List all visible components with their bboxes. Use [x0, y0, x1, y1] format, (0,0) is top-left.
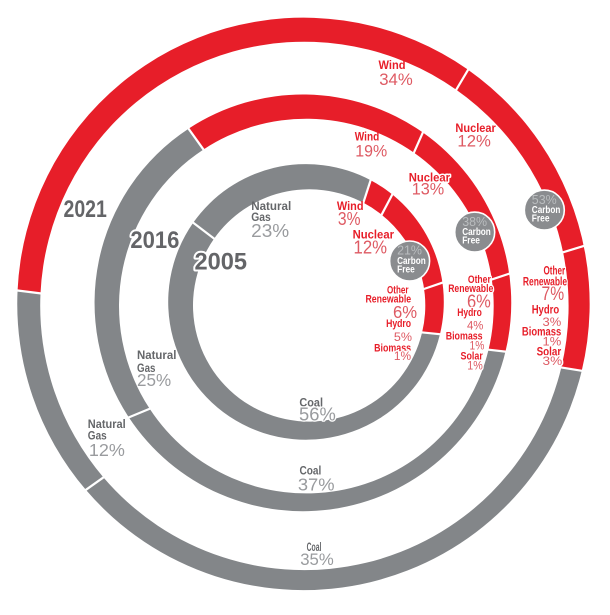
svg-text:19%: 19%: [355, 142, 387, 161]
svg-text:Hydro: Hydro: [386, 318, 411, 330]
svg-text:53%: 53%: [532, 192, 557, 207]
svg-text:6%: 6%: [467, 292, 491, 312]
svg-text:Hydro: Hydro: [532, 304, 560, 317]
svg-text:2016: 2016: [130, 227, 179, 254]
svg-text:Hydro: Hydro: [457, 307, 482, 319]
svg-text:Gas: Gas: [251, 210, 271, 224]
svg-text:56%: 56%: [299, 405, 336, 425]
svg-text:Renewable: Renewable: [448, 283, 493, 295]
svg-text:3%: 3%: [338, 208, 361, 229]
svg-text:Biomass: Biomass: [522, 325, 561, 339]
svg-text:Nuclear: Nuclear: [455, 123, 496, 135]
svg-text:12%: 12%: [457, 133, 491, 151]
svg-text:Carbon: Carbon: [397, 256, 426, 267]
svg-text:Renewable: Renewable: [366, 293, 412, 305]
svg-text:3%: 3%: [543, 315, 562, 329]
svg-text:Carbon: Carbon: [532, 205, 561, 216]
svg-text:Solar: Solar: [461, 351, 483, 363]
svg-text:3%: 3%: [543, 354, 563, 368]
svg-text:35%: 35%: [300, 551, 334, 569]
svg-text:12%: 12%: [89, 440, 125, 460]
svg-text:6%: 6%: [393, 302, 417, 322]
svg-text:Natural: Natural: [251, 199, 291, 213]
svg-text:1%: 1%: [470, 338, 485, 352]
svg-text:Nuclear: Nuclear: [353, 228, 395, 242]
svg-text:7%: 7%: [542, 284, 565, 305]
svg-text:Wind: Wind: [379, 60, 406, 72]
svg-text:Free: Free: [462, 236, 480, 247]
svg-text:12%: 12%: [354, 237, 388, 258]
svg-text:Gas: Gas: [88, 431, 107, 443]
svg-text:37%: 37%: [298, 475, 335, 495]
svg-text:Free: Free: [532, 214, 550, 225]
svg-text:Natural: Natural: [88, 419, 126, 431]
svg-text:1%: 1%: [543, 334, 562, 348]
svg-text:Coal: Coal: [299, 395, 323, 409]
svg-text:Renewable: Renewable: [523, 275, 567, 289]
svg-text:2021: 2021: [64, 196, 107, 223]
svg-text:5%: 5%: [394, 330, 412, 344]
svg-text:Natural: Natural: [137, 350, 176, 362]
svg-text:38%: 38%: [462, 214, 487, 229]
svg-text:13%: 13%: [412, 180, 445, 198]
svg-text:Other: Other: [387, 285, 409, 297]
svg-text:21%: 21%: [397, 243, 422, 258]
svg-text:Other: Other: [468, 274, 491, 286]
svg-text:Other: Other: [544, 264, 566, 278]
svg-text:34%: 34%: [379, 71, 413, 89]
svg-text:Wind: Wind: [337, 199, 364, 213]
svg-text:Biomass: Biomass: [374, 342, 411, 354]
svg-text:Solar: Solar: [537, 344, 562, 358]
svg-text:1%: 1%: [467, 358, 483, 372]
svg-text:Carbon: Carbon: [462, 227, 491, 238]
svg-text:Coal: Coal: [307, 542, 322, 554]
svg-text:Free: Free: [397, 265, 415, 276]
svg-text:23%: 23%: [251, 220, 289, 241]
svg-text:Nuclear: Nuclear: [409, 173, 451, 185]
svg-text:25%: 25%: [137, 370, 171, 390]
svg-text:1%: 1%: [394, 349, 412, 363]
svg-text:2005: 2005: [195, 248, 248, 275]
svg-text:4%: 4%: [467, 319, 484, 333]
svg-text:Biomass: Biomass: [446, 331, 483, 343]
svg-text:Coal: Coal: [300, 466, 322, 478]
svg-text:Gas: Gas: [137, 363, 155, 375]
svg-text:Wind: Wind: [355, 132, 380, 144]
